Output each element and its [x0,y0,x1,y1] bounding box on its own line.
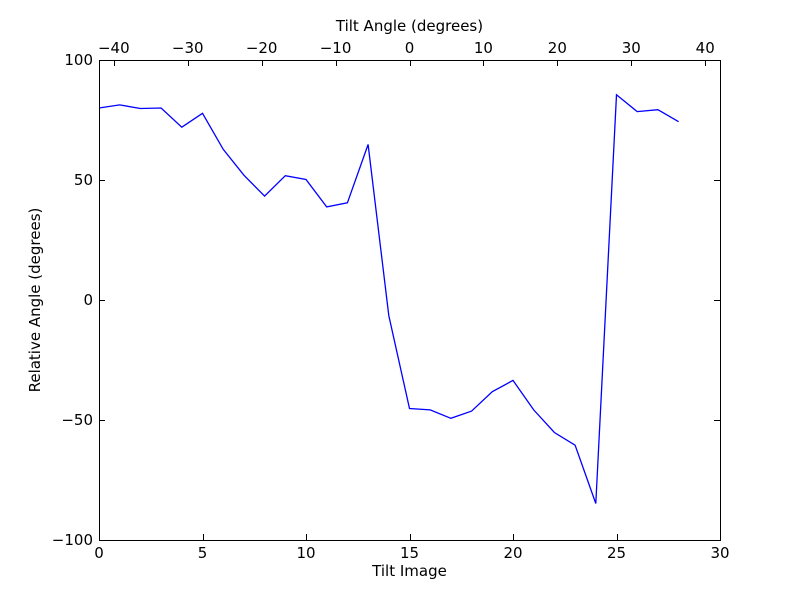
data-series-line [98,93,679,504]
y-axis-label: Relative Angle (degrees) [26,208,44,393]
y-tick-label: 100 [64,51,93,69]
x-tick-label: 20 [503,544,522,562]
series-layer [98,93,679,504]
top-x-tick-label: −30 [172,39,204,57]
top-x-tick-label: −10 [320,39,352,57]
top-x-tick-label: 0 [405,39,415,57]
y-tick-label: −100 [52,531,93,549]
ticks-layer [99,60,721,541]
plot-frame [99,60,721,541]
x-axis-label: Tilt Image [371,562,447,580]
y-tick-label: −50 [61,411,93,429]
y-tick-label: 0 [83,291,93,309]
x-tick-label: 5 [198,544,208,562]
top-x-tick-label: −40 [98,39,130,57]
x-tick-label: 10 [296,544,315,562]
top-x-tick-label: −20 [246,39,278,57]
x-tick-label: 25 [607,544,626,562]
x-tick-label: 0 [94,544,104,562]
top-x-tick-label: 10 [474,39,493,57]
x-tick-label: 15 [400,544,419,562]
x-tick-label: 30 [710,544,729,562]
top-x-tick-label: 30 [622,39,641,57]
y-tick-label: 50 [74,171,93,189]
top-x-tick-label: 40 [696,39,715,57]
top-x-axis-label: Tilt Angle (degrees) [335,17,483,35]
top-x-tick-label: 20 [548,39,567,57]
tick-labels-layer: 0 5 10 15 20 25 30−40 −30 −20 −10 0 10 20 30 40100500−… [52,39,730,562]
